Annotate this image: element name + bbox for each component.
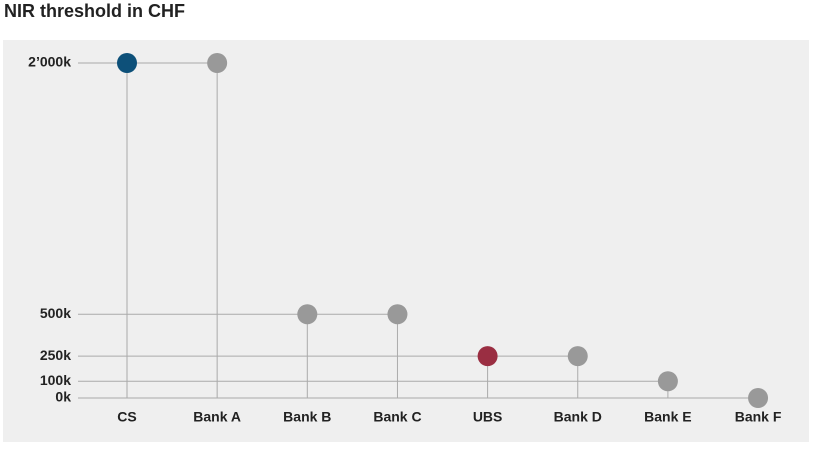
y-tick-label: 2’000k: [28, 54, 71, 70]
dot: [748, 388, 769, 408]
chart-title: NIR threshold in CHF: [4, 1, 185, 21]
dot: [567, 346, 588, 367]
dot: [117, 53, 137, 73]
x-tick-label: Bank D: [554, 409, 602, 425]
y-tick-label: 100k: [40, 372, 71, 388]
dot: [657, 371, 678, 392]
dot: [297, 304, 318, 325]
x-tick-label: Bank F: [735, 409, 782, 425]
y-tick-label: 0k: [55, 389, 71, 405]
y-tick-label: 500k: [40, 305, 71, 321]
x-tick-label: CS: [117, 409, 136, 425]
dot: [477, 346, 498, 367]
x-tick-label: UBS: [473, 409, 503, 425]
x-tick-label: Bank E: [644, 409, 691, 425]
dot: [207, 53, 228, 73]
x-tick-label: Bank C: [373, 409, 421, 425]
x-tick-label: Bank B: [283, 409, 331, 425]
x-tick-label: Bank A: [193, 409, 241, 425]
y-tick-label: 250k: [40, 347, 71, 363]
dot: [387, 304, 408, 325]
